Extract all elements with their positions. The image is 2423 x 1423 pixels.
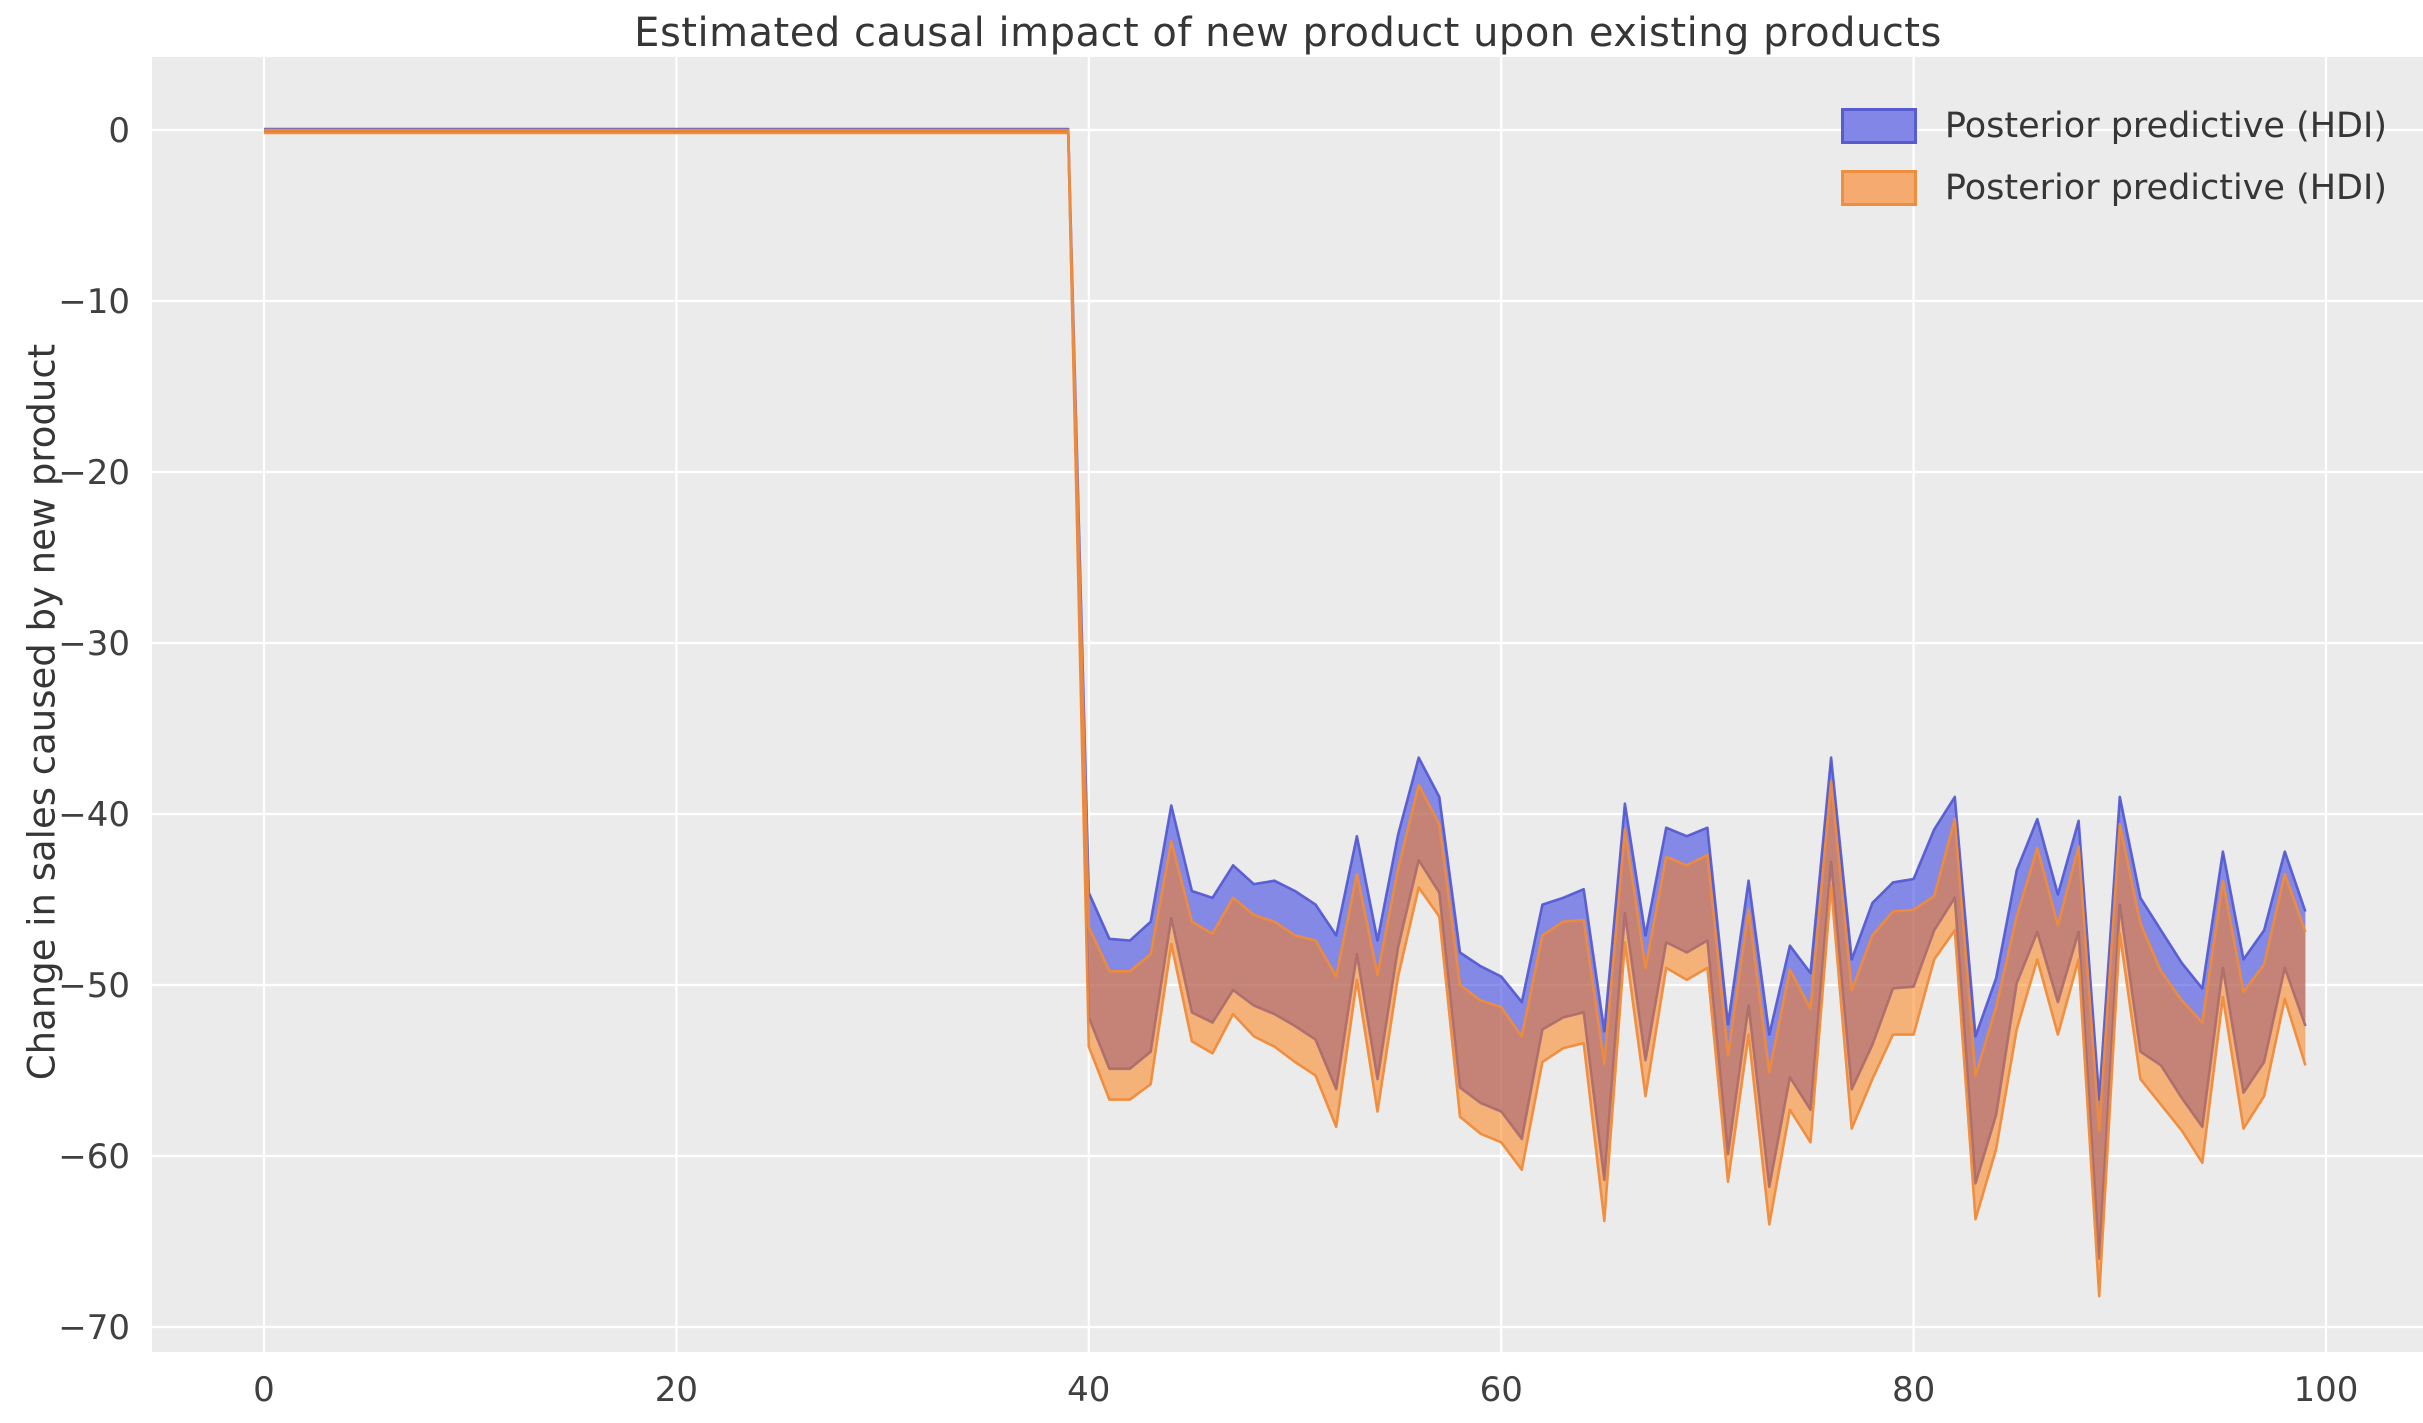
y-tick-label: −60 bbox=[58, 1137, 130, 1177]
y-tick-label: −50 bbox=[58, 966, 130, 1006]
blue-band-fill bbox=[264, 129, 2306, 1259]
x-tick-label: 0 bbox=[253, 1370, 275, 1410]
x-tick-label: 60 bbox=[1480, 1370, 1523, 1410]
y-tick-label: −70 bbox=[58, 1308, 130, 1348]
y-tick-label: −30 bbox=[58, 624, 130, 664]
y-tick-label: −20 bbox=[58, 453, 130, 493]
orange-band-fill bbox=[264, 130, 2306, 1297]
plot-area bbox=[152, 57, 2423, 1352]
legend-label: Posterior predictive (HDI) bbox=[1944, 106, 2387, 146]
legend-entry-posterior-orange: Posterior predictive (HDI) bbox=[1840, 168, 2387, 208]
y-axis-label: Change in sales caused by new product bbox=[20, 343, 64, 1081]
orange-band-swatch-icon bbox=[1840, 170, 1917, 206]
y-tick-label: −10 bbox=[58, 282, 130, 322]
orange-band-upper-edge bbox=[264, 128, 2307, 1132]
blue-band-swatch-icon bbox=[1840, 108, 1917, 144]
legend: Posterior predictive (HDI) Posterior pre… bbox=[1840, 106, 2387, 208]
x-tick-label: 20 bbox=[655, 1370, 698, 1410]
x-tick-label: 100 bbox=[2294, 1370, 2359, 1410]
legend-label: Posterior predictive (HDI) bbox=[1944, 168, 2387, 208]
x-tick-label: 40 bbox=[1067, 1370, 1110, 1410]
y-tick-label: −40 bbox=[58, 795, 130, 835]
chart-title: Estimated causal impact of new product u… bbox=[634, 10, 1942, 56]
y-tick-label: 0 bbox=[108, 111, 130, 151]
x-tick-label: 80 bbox=[1892, 1370, 1935, 1410]
legend-entry-posterior-blue: Posterior predictive (HDI) bbox=[1840, 106, 2387, 146]
orange-band-lower-edge bbox=[264, 131, 2307, 1298]
